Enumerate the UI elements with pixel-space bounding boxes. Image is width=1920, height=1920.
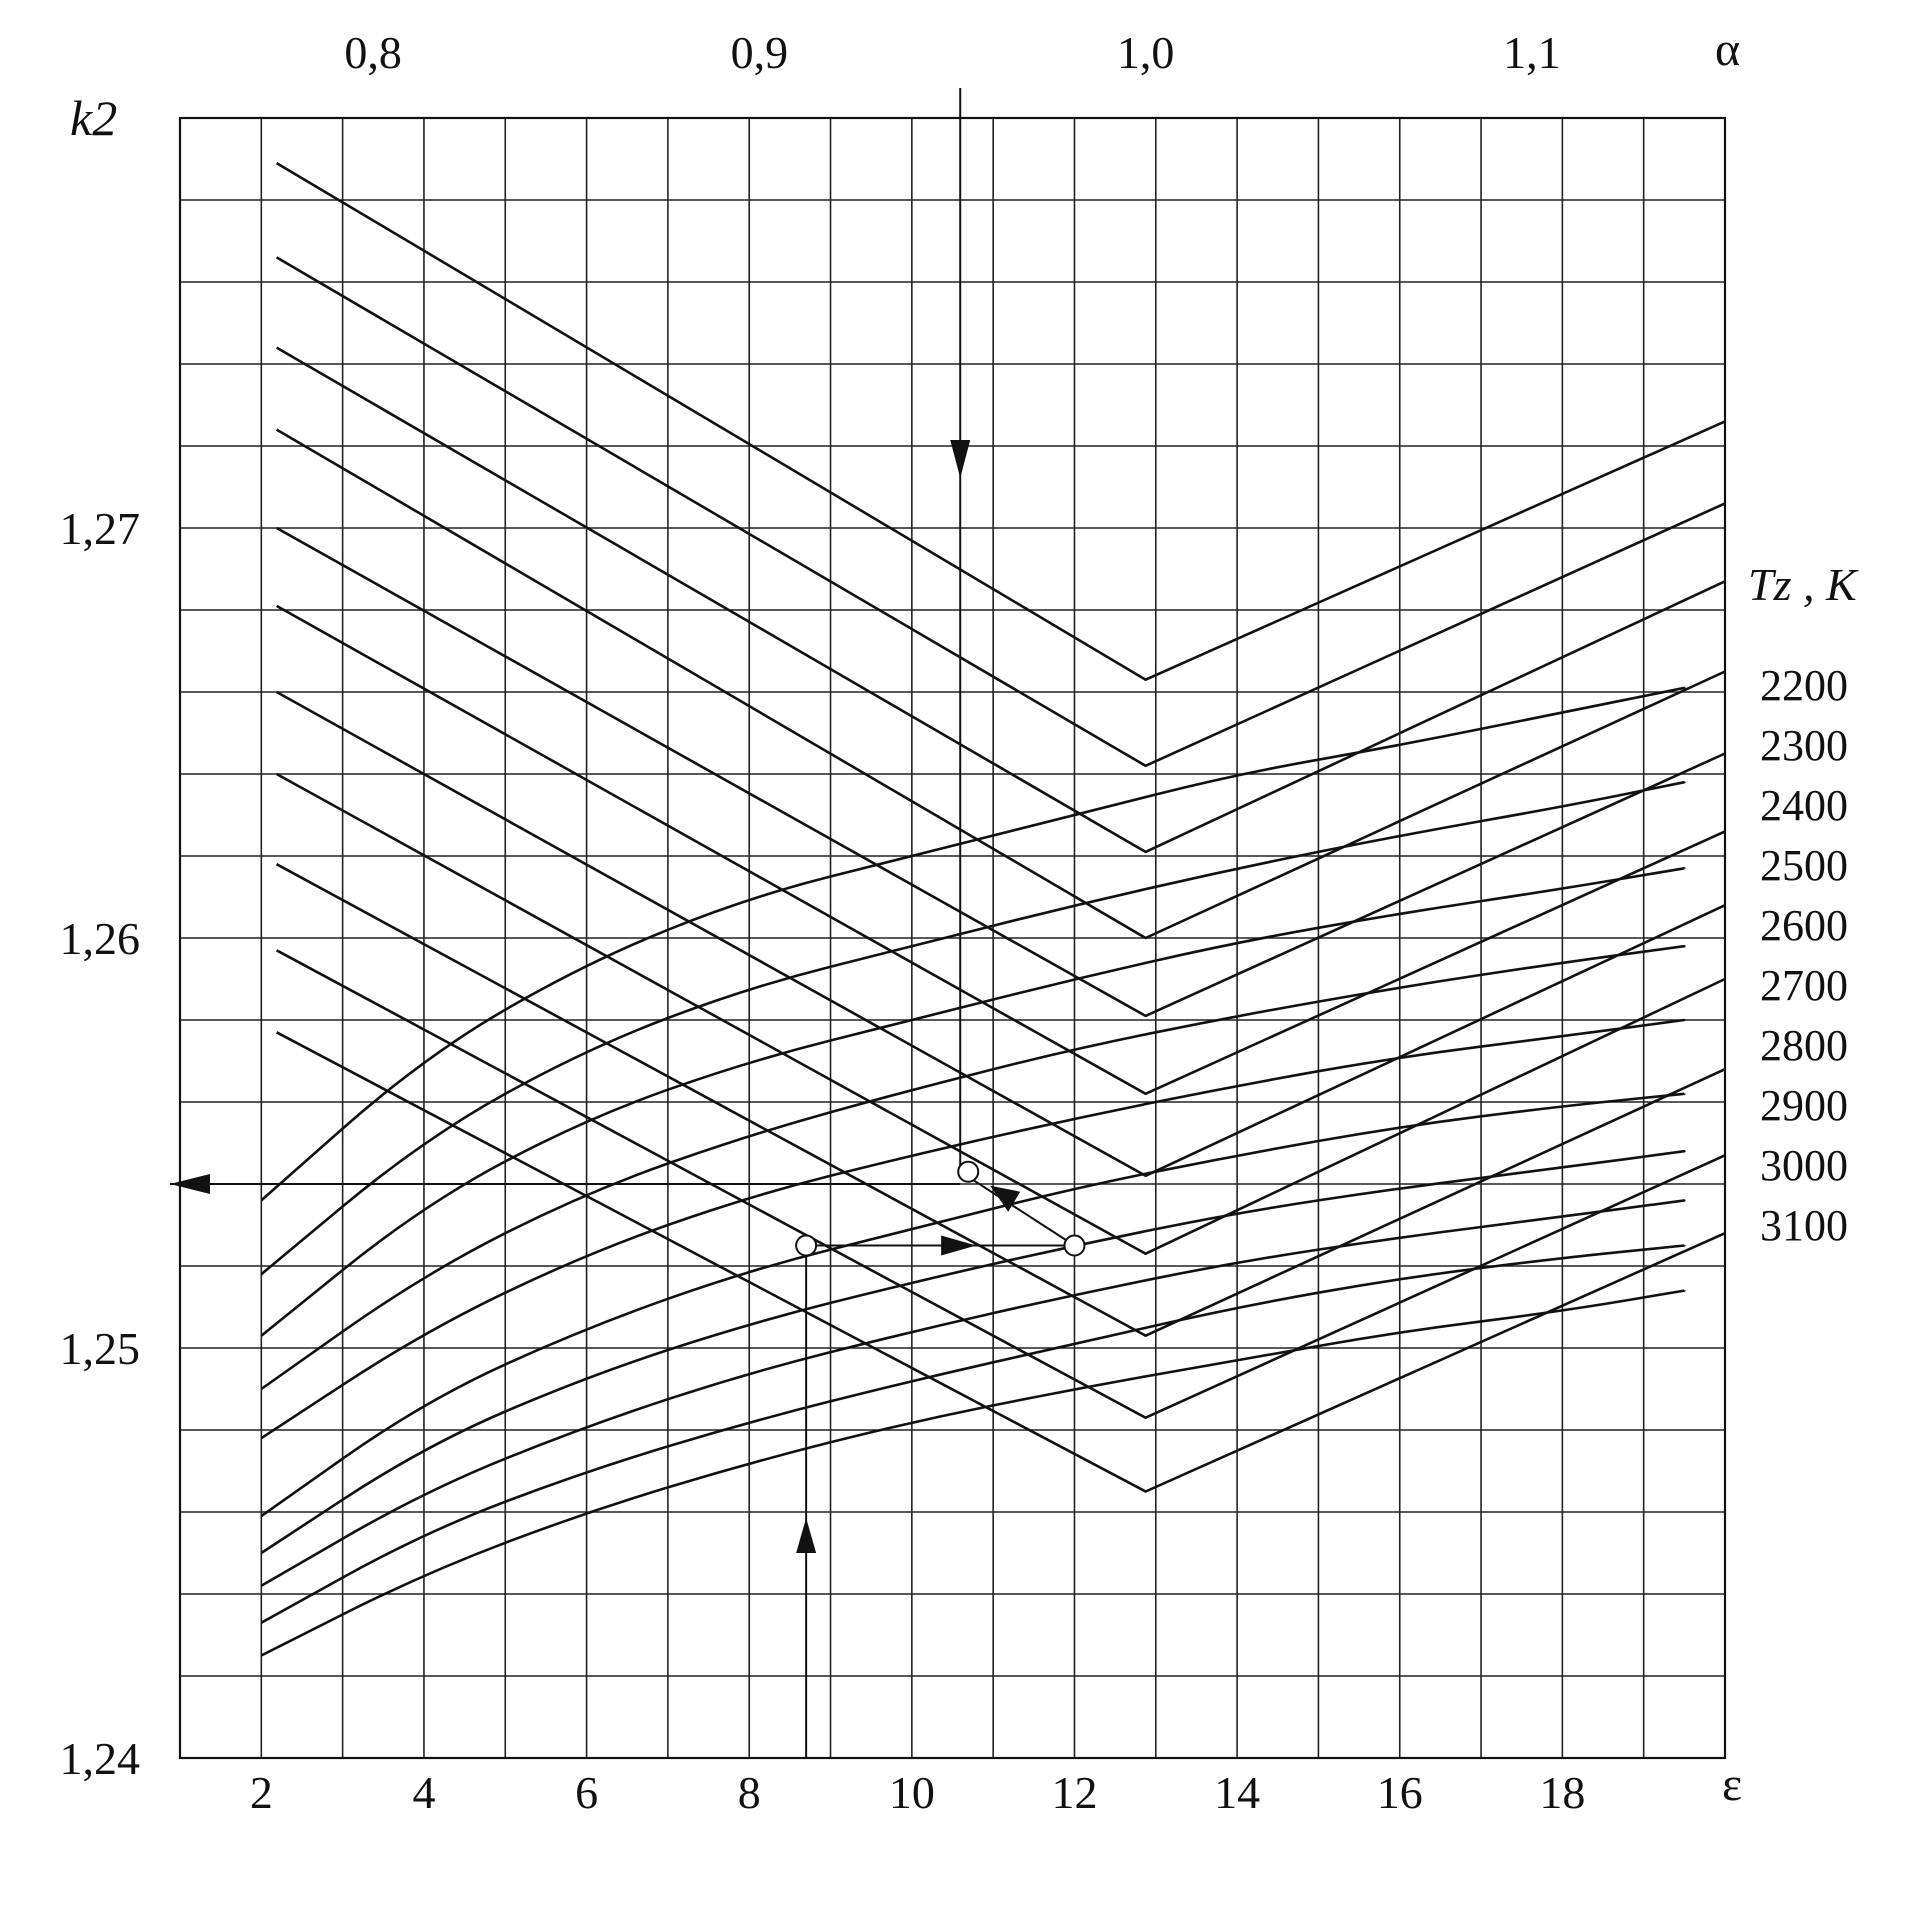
x-tick-label-bottom: 2 — [250, 1767, 273, 1818]
alpha-curve — [275, 346, 1726, 854]
point-marker — [795, 1234, 818, 1257]
epsilon-curve — [260, 1244, 1686, 1624]
y-tick-label: 1,26 — [60, 913, 141, 964]
legend-entry: 2700 — [1760, 961, 1848, 1010]
point-marker — [1063, 1234, 1086, 1257]
legend-entry: 2500 — [1760, 841, 1848, 890]
epsilon-curve — [260, 1289, 1686, 1657]
plot-frame — [178, 116, 1727, 1760]
arrow-up-icon — [796, 1518, 817, 1553]
legend-title: Tz , K — [1748, 559, 1859, 610]
alpha-curve — [275, 863, 1726, 1337]
epsilon-curve — [260, 1018, 1686, 1440]
bottom-axis-label: ε — [1722, 1758, 1742, 1811]
x-tick-label-bottom: 4 — [412, 1767, 435, 1818]
epsilon-curve — [260, 1149, 1686, 1555]
alpha-curve — [275, 690, 1726, 1178]
arrow-down-icon — [950, 440, 971, 478]
alpha-curve — [275, 949, 1726, 1419]
x-tick-label-top: 1,1 — [1503, 27, 1561, 78]
alpha-curve — [275, 428, 1726, 940]
top-axis-label: α — [1715, 23, 1740, 76]
epsilon-curve — [260, 1199, 1686, 1587]
x-tick-label-top: 1,0 — [1117, 27, 1175, 78]
arrow-diagonal-icon — [990, 1185, 1021, 1212]
example-guide-lines — [170, 88, 1086, 1758]
legend-entry: 2800 — [1760, 1021, 1848, 1070]
epsilon-curve — [260, 866, 1686, 1337]
x-tick-label-bottom: 12 — [1051, 1767, 1097, 1818]
legend-entry: 2400 — [1760, 781, 1848, 830]
x-tick-label-bottom: 18 — [1539, 1767, 1585, 1818]
legend-entry: 2200 — [1760, 661, 1848, 710]
series-group — [260, 161, 1726, 1657]
epsilon-curve — [260, 944, 1686, 1391]
x-tick-label-bottom: 6 — [575, 1767, 598, 1818]
legend-entry: 3100 — [1760, 1201, 1848, 1250]
legend-entry: 2600 — [1760, 901, 1848, 950]
x-tick-label-bottom: 8 — [738, 1767, 761, 1818]
epsilon-curve — [260, 780, 1686, 1276]
epsilon-curve — [260, 686, 1686, 1202]
y-tick-label: 1,24 — [60, 1733, 141, 1784]
alpha-curve — [275, 604, 1726, 1096]
arrow-left-icon — [170, 1174, 210, 1194]
x-tick-label-top: 0,9 — [731, 27, 789, 78]
x-tick-label-bottom: 10 — [889, 1767, 935, 1818]
alpha-curve — [275, 526, 1726, 1018]
epsilon-curve — [260, 1092, 1686, 1518]
alpha-curve — [275, 772, 1726, 1255]
y-tick-label: 1,25 — [60, 1323, 141, 1374]
alpha-curve — [275, 256, 1726, 768]
legend-entry: 2900 — [1760, 1081, 1848, 1130]
legend-entry: 2300 — [1760, 721, 1848, 770]
arrow-right-icon — [941, 1235, 977, 1256]
alpha-curve — [275, 161, 1726, 682]
tick-labels: 1,24 1,25 1,26 1,27 2 4 6 8 10 12 14 16 18 0,8 0,9 1,0 1… — [60, 27, 1586, 1818]
y-tick-label: 1,27 — [60, 503, 141, 554]
alpha-curve — [275, 1031, 1726, 1493]
x-tick-label-top: 0,8 — [344, 27, 402, 78]
legend: 2200 2300 2400 2500 2600 2700 2800 2900 3000 3100 — [1760, 661, 1848, 1250]
guide-along-curve — [959, 1170, 1076, 1247]
legend-entry: 3000 — [1760, 1141, 1848, 1190]
x-tick-label-bottom: 16 — [1377, 1767, 1423, 1818]
y-axis-label: k2 — [70, 90, 117, 146]
point-marker — [957, 1160, 980, 1183]
x-tick-label-bottom: 14 — [1214, 1767, 1260, 1818]
